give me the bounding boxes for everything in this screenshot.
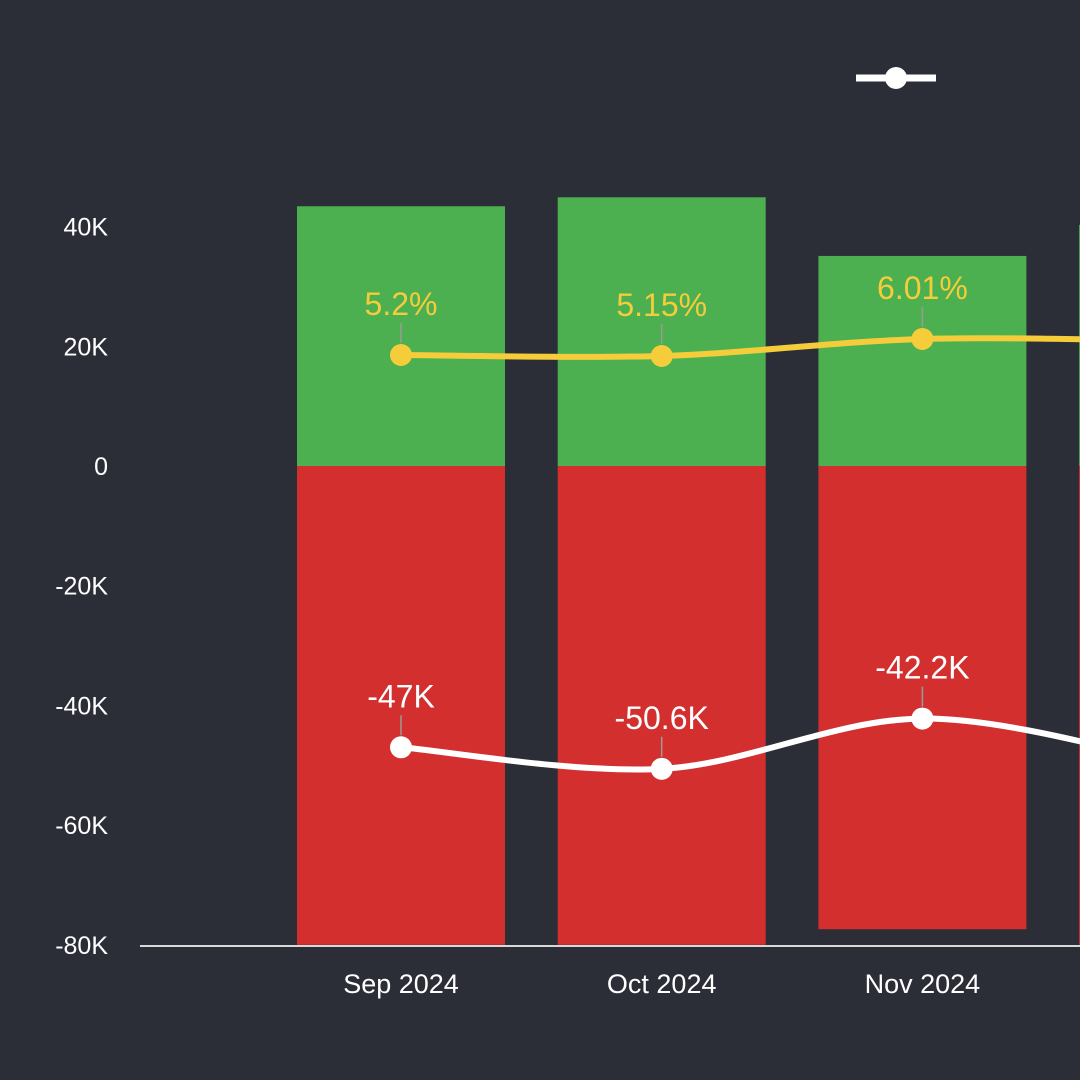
point-net-2	[911, 707, 934, 730]
data-label-rate: 5.2%	[365, 286, 438, 322]
point-rate-0	[390, 344, 412, 366]
x-tick-label: Sep 2024	[343, 969, 459, 999]
point-net-0	[390, 736, 412, 759]
line-rate	[400, 335, 1080, 360]
bar-positive-2	[818, 255, 1027, 466]
point-rate-2	[911, 328, 934, 351]
point-net-1	[650, 757, 673, 780]
data-label-rate: 5.15%	[616, 287, 707, 323]
legend[interactable]	[856, 67, 936, 89]
data-label-net: -47K	[367, 678, 435, 714]
data-label-net: -42.2K	[875, 650, 969, 686]
y-tick-label: -60K	[55, 812, 108, 840]
y-tick-label: -40K	[55, 692, 108, 720]
point-rate-1	[650, 344, 673, 367]
data-label-net: -50.6K	[615, 700, 709, 736]
y-tick-label: -80K	[55, 932, 108, 960]
legend-point-marker	[885, 67, 907, 89]
x-tick-label: Nov 2024	[865, 969, 981, 999]
y-tick-label: 0	[94, 453, 108, 481]
bar-negative-0	[297, 466, 505, 945]
line-net	[400, 715, 1080, 773]
y-tick-label: 20K	[64, 333, 109, 361]
x-tick-label: Oct 2024	[607, 969, 717, 999]
bar-negative-1	[557, 466, 766, 945]
data-label-rate: 6.01%	[877, 270, 968, 306]
y-tick-label: 40K	[64, 214, 109, 242]
y-tick-label: -20K	[55, 573, 108, 601]
